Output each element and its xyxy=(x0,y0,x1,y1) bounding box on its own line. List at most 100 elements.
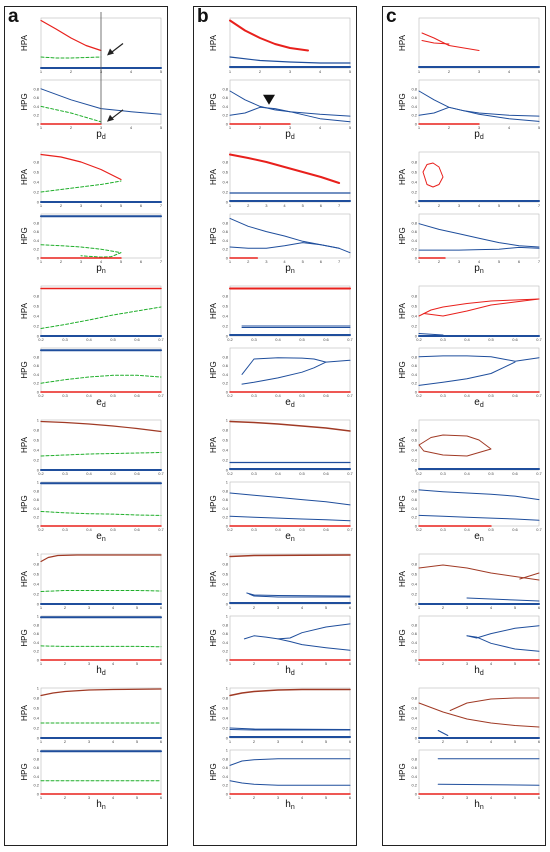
x-axis-label: en xyxy=(96,531,106,543)
y-tick-label: 0.6 xyxy=(33,706,39,711)
y-tick-label: 0.2 xyxy=(411,783,417,788)
x-tick-label: 0.4 xyxy=(464,337,470,342)
x-tick-label: 3 xyxy=(478,69,481,74)
hpa-axis-label: HPA xyxy=(398,168,407,185)
hpg-panel-frame xyxy=(40,749,162,795)
column-a: a xyxy=(4,6,168,846)
x-tick-label: 3 xyxy=(458,203,461,208)
y-tick-label: 0.2 xyxy=(411,381,417,386)
x-axis-label: hn xyxy=(96,799,106,811)
hpa-panel-frame xyxy=(418,687,540,739)
x-tick-label: 3 xyxy=(466,605,469,610)
series-line-blue xyxy=(229,217,351,254)
column-a-label: a xyxy=(8,6,19,27)
x-tick-label: 0.2 xyxy=(227,393,233,398)
hpg-panel-frame xyxy=(418,213,540,259)
series-line-blue xyxy=(466,597,540,602)
x-tick-label: 0.5 xyxy=(299,393,305,398)
y-tick-label: 0 xyxy=(37,390,40,395)
column-b-label: b xyxy=(197,6,209,27)
x-axis-label-subscript: n xyxy=(480,268,484,275)
y-tick-label: 0 xyxy=(37,334,40,339)
x-axis-label-main: p xyxy=(96,129,102,140)
x-tick-label: 2 xyxy=(70,69,73,74)
y-tick-label: 0.8 xyxy=(222,428,228,433)
y-tick-label: 0.8 xyxy=(411,428,417,433)
x-tick-label: 4 xyxy=(100,259,103,264)
hpg-axis-label: HPG xyxy=(20,629,29,646)
series-line-blue xyxy=(437,783,540,786)
x-tick-label: 3 xyxy=(88,795,91,800)
series-line-blue xyxy=(229,492,351,506)
hpa-panel-c6: HPA 0 0.2 0.4 0.6 0.8 1 2 3 4 5 6 xyxy=(398,687,541,744)
x-tick-label: 1 xyxy=(40,739,43,744)
x-tick-label: 7 xyxy=(338,203,341,208)
x-tick-label: 7 xyxy=(160,259,163,264)
y-tick-label: 0.6 xyxy=(411,95,417,100)
y-tick-label: 0.2 xyxy=(222,247,228,252)
hpa-axis-label: HPA xyxy=(20,302,29,319)
x-tick-label: 5 xyxy=(136,605,139,610)
x-tick-label: 3 xyxy=(277,661,280,666)
y-tick-label: 0.4 xyxy=(411,582,417,587)
hpa-panel-b2: HPA 0 0.2 0.4 0.6 0.8 1 2 3 4 5 6 7 xyxy=(209,151,351,208)
x-axis-label-subscript: d xyxy=(291,402,295,409)
y-tick-label: 0.2 xyxy=(33,726,39,731)
y-tick-label: 0.4 xyxy=(222,448,228,453)
y-tick-label: 0.8 xyxy=(33,488,39,493)
x-tick-label: 0.6 xyxy=(323,471,329,476)
x-tick-label: 5 xyxy=(302,259,305,264)
x-axis-label-main: e xyxy=(285,531,291,542)
series-line-blue xyxy=(229,242,340,249)
x-tick-label: 0.3 xyxy=(440,527,446,532)
y-tick-label: 0.8 xyxy=(411,756,417,761)
series-line-brown xyxy=(229,688,351,697)
y-tick-label: 0.2 xyxy=(411,190,417,195)
y-tick-label: 0.6 xyxy=(411,765,417,770)
hpa-panel-frame xyxy=(418,151,540,203)
x-tick-label: 1 xyxy=(418,125,421,130)
hpa-axis-label: HPA xyxy=(20,436,29,453)
x-tick-label: 2 xyxy=(60,259,63,264)
x-axis-label: hd xyxy=(474,665,484,677)
y-tick-label: 0.2 xyxy=(222,458,228,463)
x-tick-label: 2 xyxy=(70,125,73,130)
x-axis-label-subscript: d xyxy=(291,670,295,677)
series-line-green xyxy=(40,244,122,258)
y-tick-label: 0 xyxy=(415,602,418,607)
x-tick-label: 0.2 xyxy=(38,337,44,342)
x-tick-label: 5 xyxy=(325,605,328,610)
y-tick-label: 0.4 xyxy=(411,104,417,109)
x-axis-label-main: p xyxy=(474,263,480,274)
series-line-blue xyxy=(229,106,351,123)
x-tick-label: 2 xyxy=(253,605,256,610)
x-tick-label: 4 xyxy=(301,795,304,800)
y-tick-label: 0.8 xyxy=(33,428,39,433)
y-tick-label: 0.8 xyxy=(222,86,228,91)
series-line-green xyxy=(40,56,102,59)
y-tick-label: 0.6 xyxy=(222,706,228,711)
x-tick-label: 4 xyxy=(301,605,304,610)
x-tick-label: 1 xyxy=(418,739,421,744)
hpg-axis-label: HPG xyxy=(398,629,407,646)
x-tick-label: 1 xyxy=(229,795,232,800)
hpa-panel-a6: HPA 0 0.2 0.4 0.6 0.8 1 1 2 3 4 5 6 xyxy=(20,686,163,745)
hpa-panel-b1: HPA 1 2 3 4 5 xyxy=(209,17,352,74)
y-tick-label: 0.4 xyxy=(411,238,417,243)
hpa-axis-label: HPA xyxy=(209,34,218,51)
x-tick-label: 0.7 xyxy=(158,393,164,398)
x-tick-label: 2 xyxy=(438,203,441,208)
hpg-panel-b6: HPG 0 0.2 0.4 0.6 0.8 1 1 2 3 4 5 6 xyxy=(209,748,352,801)
x-tick-label: 0.5 xyxy=(488,527,494,532)
x-tick-label: 0.7 xyxy=(347,393,353,398)
series-line-brown xyxy=(449,697,540,711)
x-tick-label: 1 xyxy=(40,125,43,130)
y-tick-label: 0.6 xyxy=(411,706,417,711)
y-tick-label: 1 xyxy=(226,614,229,619)
hpg-panel-frame xyxy=(229,749,351,795)
y-tick-label: 0.4 xyxy=(33,448,39,453)
x-tick-label: 4 xyxy=(508,69,511,74)
